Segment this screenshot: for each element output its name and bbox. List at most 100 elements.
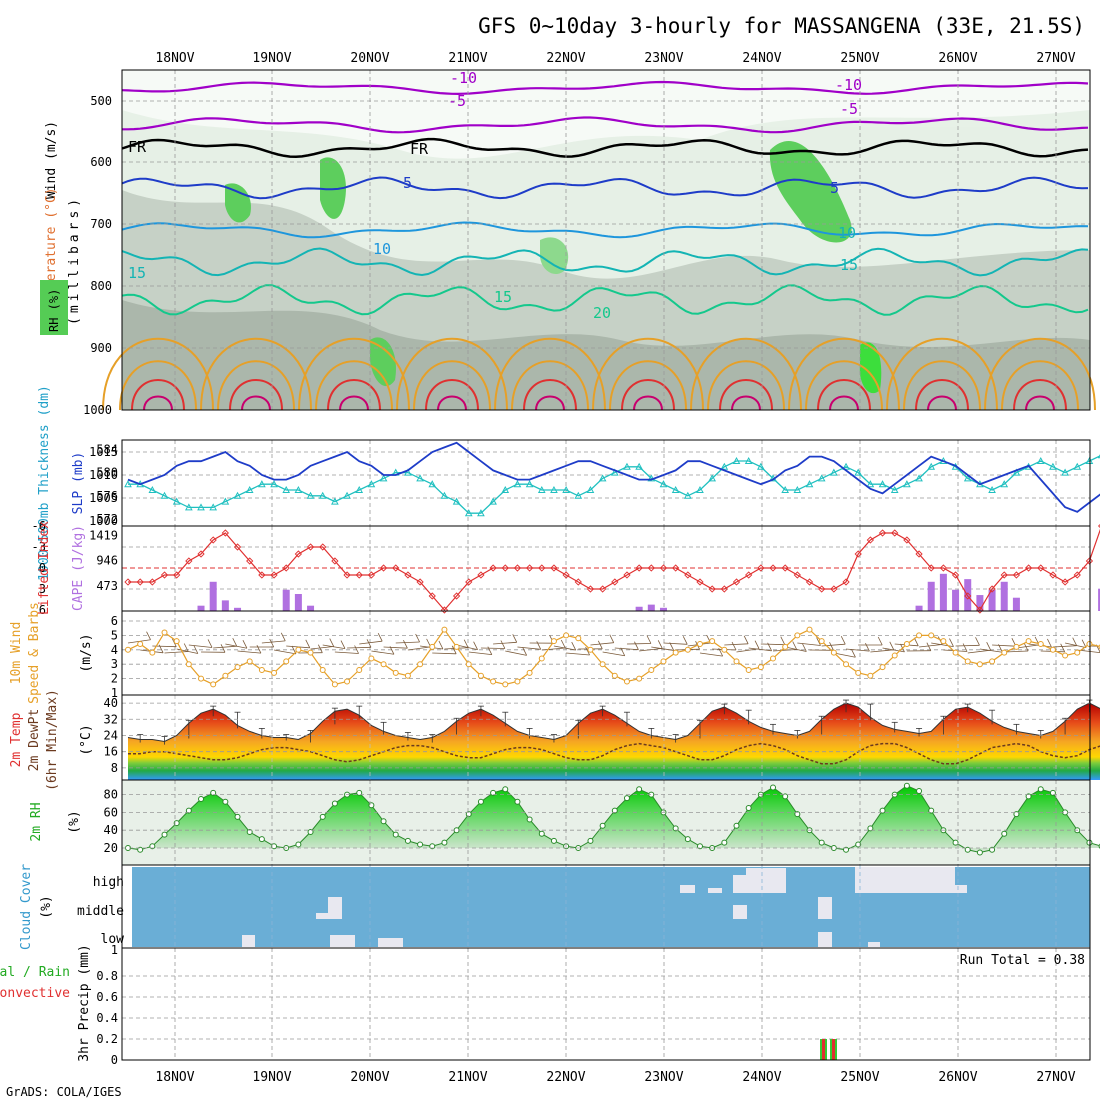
heat-contour: [229, 379, 283, 411]
wind-marker: [149, 649, 156, 656]
slp-gridlines: [122, 440, 1090, 526]
temperature-contour: [122, 116, 1089, 134]
y-tick-label: 40: [104, 823, 118, 837]
wind-barb: [310, 646, 334, 650]
cloud-low-cell-4: [818, 932, 832, 947]
cape-bar: [659, 607, 667, 611]
li-marker: [562, 571, 570, 579]
wind-speed-markers: [125, 626, 1100, 688]
wind-marker: [964, 658, 971, 665]
wind-marker: [173, 638, 180, 645]
li-marker: [513, 564, 522, 572]
wind-barb-flag: [1072, 637, 1078, 646]
thickness-marker: [635, 462, 643, 470]
y-tick-label: 0.4: [96, 1011, 118, 1025]
cloud-level-middle: middle: [77, 904, 124, 919]
li-marker: [1037, 564, 1045, 572]
rh-green-patch-6: [540, 237, 569, 275]
wind-marker: [563, 632, 570, 639]
cloud-panel: high middle low Cloud Cover (%): [19, 864, 1091, 950]
thickness-marker: [562, 485, 570, 493]
slp-yticks: 584 580 576 572 1015 1010 1005 1000: [89, 442, 118, 528]
temp2m-panel: 40 32 24 16 8 2m Temp 2m DewPt (6hr Min/Max)…: [9, 689, 1100, 791]
date-label-top: 25NOV: [840, 51, 879, 66]
li-marker: [647, 564, 655, 572]
rh-marker: [843, 846, 850, 853]
dewpoint-series: [128, 742, 1100, 765]
wind-barb: [772, 649, 797, 652]
thickness-marker: [537, 485, 546, 493]
li-marker: [343, 571, 351, 579]
thickness-marker: [367, 480, 376, 488]
wind-barb: [480, 647, 505, 649]
wind-barb-flag: [646, 635, 652, 644]
y-tick-label: 473: [96, 579, 118, 593]
temp-ylabel-b: 2m DewPt: [27, 709, 42, 772]
heat-contour: [609, 360, 687, 411]
y-tick-label: -3: [32, 540, 46, 554]
heat-contour: [102, 337, 214, 411]
li-marker: [988, 585, 996, 593]
wind-barb-flag: [305, 639, 311, 649]
wind-barb-flag: [340, 640, 346, 649]
y-tick-label: 584: [96, 442, 118, 456]
y-tick-label: 580: [96, 466, 118, 480]
thickness-marker: [270, 480, 278, 488]
rh-markers: [125, 782, 1100, 856]
heat-contour: [915, 379, 969, 411]
thickness-marker: [440, 491, 449, 499]
y-tick-label: 700: [90, 217, 112, 231]
wind-marker: [660, 658, 667, 665]
contour-label: FR: [128, 138, 147, 156]
wind-marker: [368, 655, 375, 662]
li-marker: [501, 564, 509, 572]
wind-marker: [1074, 649, 1081, 656]
wind-marker: [843, 661, 850, 668]
heat-contour: [927, 395, 957, 411]
wind-marker: [587, 646, 594, 653]
wind-barb: [493, 641, 517, 645]
heat-contour: [592, 337, 704, 411]
li-marker: [379, 564, 388, 572]
wind-marker: [599, 661, 606, 668]
li-marker: [124, 578, 132, 586]
cloud-mid-cell-1: [328, 897, 342, 919]
rh-green-patch-2: [225, 183, 251, 223]
li-marker: [1000, 571, 1008, 579]
wind-marker: [1025, 638, 1032, 645]
thickness-marker: [744, 456, 753, 464]
wind-marker: [952, 649, 959, 656]
wind-marker: [526, 669, 533, 676]
wind-marker: [185, 661, 192, 668]
contour-label: FR: [410, 140, 429, 158]
cloud-mid-cell-4: [818, 897, 832, 919]
cape-bar: [915, 605, 923, 611]
wind-barb-flag: [242, 640, 248, 649]
wind-barb-flag: [269, 638, 275, 648]
precip-ylabel-b: Convective: [0, 986, 70, 1001]
li-marker: [319, 543, 327, 551]
li-marker: [696, 578, 704, 586]
cape-ylabel-cape: CAPE (J/kg): [71, 525, 86, 611]
cape-bar: [988, 589, 996, 611]
li-marker: [745, 571, 753, 579]
li-marker: [891, 529, 899, 537]
temp-ylabel-units: (°C): [79, 724, 94, 755]
li-marker: [586, 585, 595, 593]
li-marker: [598, 585, 607, 593]
rh-marker: [684, 836, 691, 843]
rh-green-patch-4: [370, 337, 396, 387]
wind-barb-flag: [318, 644, 323, 653]
y-tick-label: 1005: [89, 491, 118, 505]
heat-contour: [621, 379, 675, 411]
wind-marker: [867, 672, 874, 679]
wind-barb-flag: [986, 642, 992, 651]
wind-marker: [830, 649, 837, 656]
wind-barb-flag: [634, 641, 639, 650]
wind-barb: [456, 644, 478, 651]
rh-marker: [928, 807, 935, 814]
contour-label: -10: [835, 76, 862, 94]
thickness-marker: [282, 485, 291, 493]
li-marker: [757, 564, 765, 572]
li-marker: [306, 543, 315, 551]
